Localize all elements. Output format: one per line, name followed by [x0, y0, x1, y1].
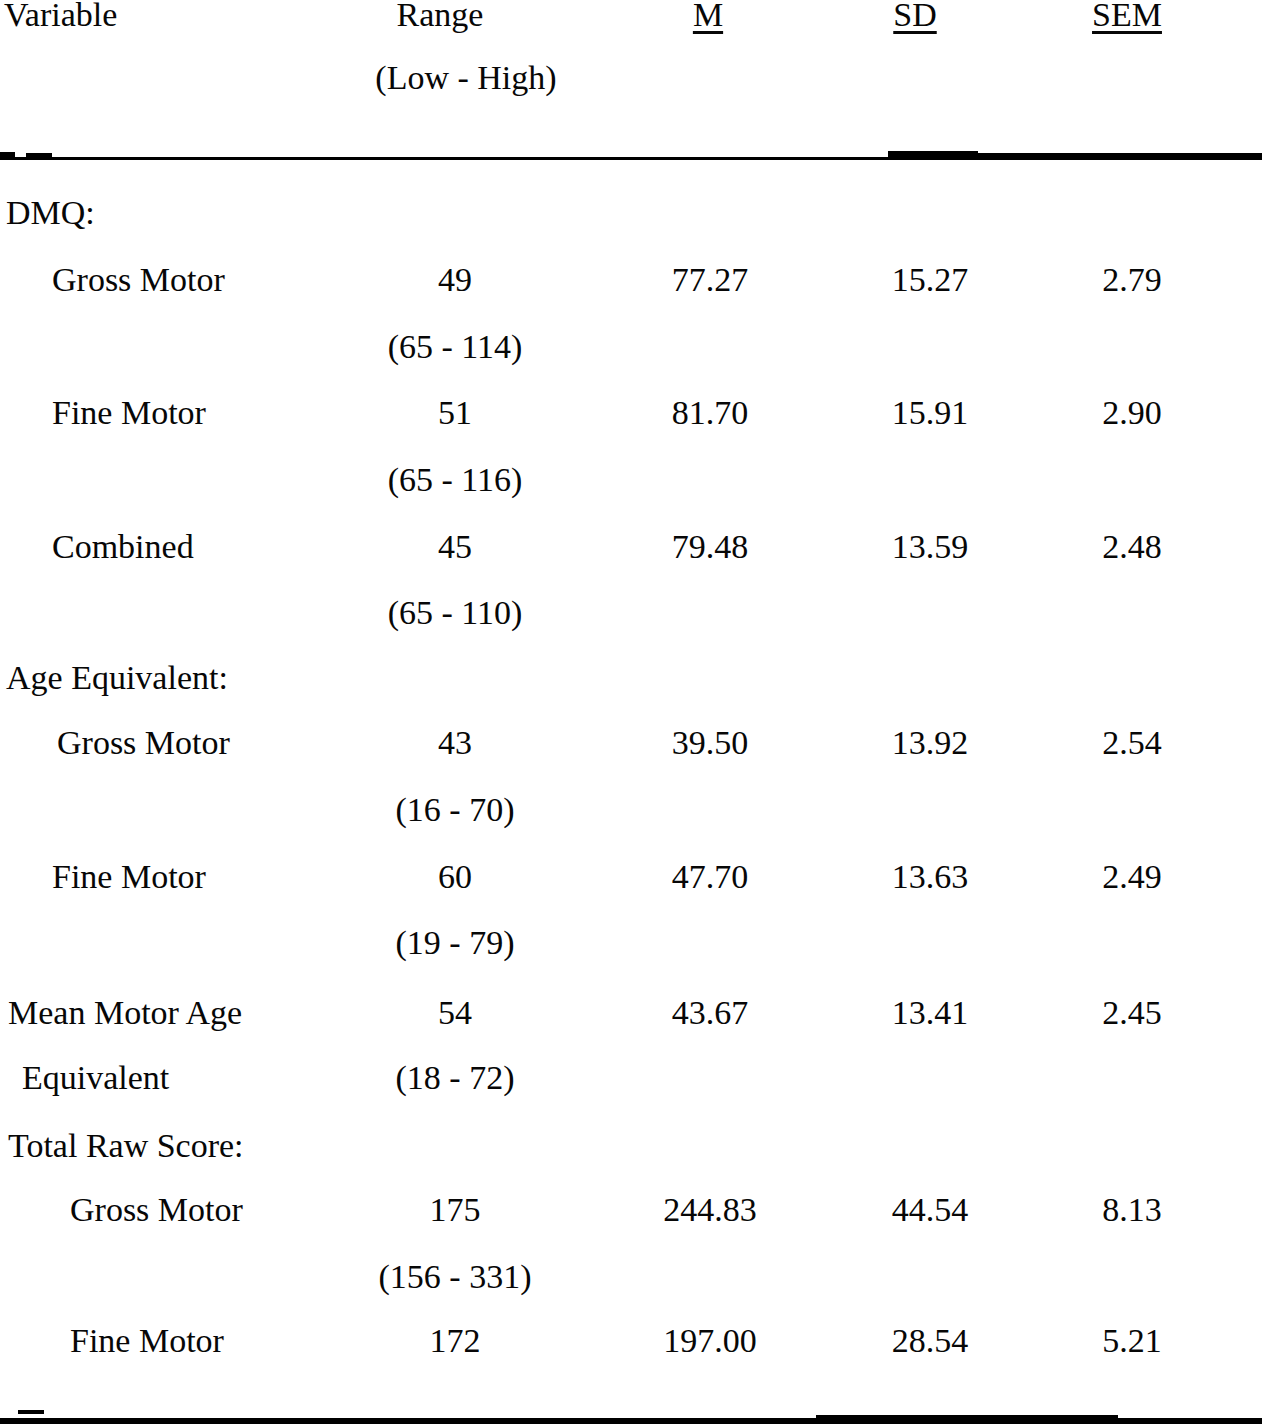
table-row-range-detail: (19 - 79) — [0, 922, 1262, 964]
table-row: Gross Motor 43 39.50 13.92 2.54 — [0, 722, 1262, 764]
section-row-total-raw-score: Total Raw Score: — [0, 1125, 1262, 1167]
cell-range-detail: (65 - 116) — [345, 459, 565, 501]
section-row-dmq: DMQ: — [0, 192, 1262, 234]
cell-mean: 77.27 — [610, 259, 810, 301]
cell-range: 60 — [345, 856, 565, 898]
row-label: Fine Motor — [70, 1320, 224, 1362]
cell-mean: 197.00 — [610, 1320, 810, 1362]
cell-range-detail: (156 - 331) — [345, 1256, 565, 1298]
col-header-variable: Variable — [4, 0, 117, 36]
table-row: Fine Motor 60 47.70 13.63 2.49 — [0, 856, 1262, 898]
cell-range-detail: (65 - 114) — [345, 326, 565, 368]
cell-sem: 2.45 — [1032, 992, 1232, 1034]
section-label: Age Equivalent: — [6, 657, 228, 699]
table-rule-top — [0, 157, 1262, 160]
cell-sem: 2.49 — [1032, 856, 1232, 898]
table-rule-bottom-segment — [816, 1415, 1118, 1424]
cell-sem: 2.54 — [1032, 722, 1232, 764]
cell-sem: 2.48 — [1032, 526, 1232, 568]
cell-sd: 15.27 — [830, 259, 1030, 301]
col-header-range: Range — [330, 0, 550, 36]
section-label: DMQ: — [6, 192, 95, 234]
row-label: Gross Motor — [70, 1189, 243, 1231]
table-row-range-detail: (16 - 70) — [0, 789, 1262, 831]
cell-range: 49 — [345, 259, 565, 301]
cell-mean: 47.70 — [610, 856, 810, 898]
document-page: Variable Range M SD SEM (Low - High) DMQ… — [0, 0, 1262, 1426]
table-row-range-detail: (65 - 116) — [0, 459, 1262, 501]
table-rule-top-artifact — [26, 153, 52, 157]
table-rule-top-segment — [888, 151, 978, 157]
table-header-row: Variable Range M SD SEM — [0, 0, 1262, 36]
section-row-age-equivalent: Age Equivalent: — [0, 657, 1262, 699]
cell-mean: 79.48 — [610, 526, 810, 568]
cell-range: 45 — [345, 526, 565, 568]
table-row-range-detail: (156 - 331) — [0, 1256, 1262, 1298]
row-label: Fine Motor — [52, 392, 206, 434]
cell-sd: 44.54 — [830, 1189, 1030, 1231]
table-row: Mean Motor Age 54 43.67 13.41 2.45 — [0, 992, 1262, 1034]
table-row: Fine Motor 172 197.00 28.54 5.21 — [0, 1320, 1262, 1362]
col-header-mean: M — [608, 0, 808, 36]
cell-range-detail: (18 - 72) — [345, 1057, 565, 1099]
cell-mean: 43.67 — [610, 992, 810, 1034]
cell-range-detail: (16 - 70) — [345, 789, 565, 831]
row-label: Gross Motor — [57, 722, 230, 764]
cell-sd: 13.92 — [830, 722, 1030, 764]
table-rule-top-artifact — [0, 152, 15, 157]
cell-sem: 5.21 — [1032, 1320, 1232, 1362]
cell-mean: 81.70 — [610, 392, 810, 434]
cell-range-detail: (65 - 110) — [345, 592, 565, 634]
table-row: Gross Motor 49 77.27 15.27 2.79 — [0, 259, 1262, 301]
table-row: Gross Motor 175 244.83 44.54 8.13 — [0, 1189, 1262, 1231]
col-header-sd: SD — [815, 0, 1015, 36]
cell-sem: 2.90 — [1032, 392, 1232, 434]
cell-range: 54 — [345, 992, 565, 1034]
cell-range: 172 — [345, 1320, 565, 1362]
cell-range-detail: (19 - 79) — [345, 922, 565, 964]
table-row-range-detail: (65 - 114) — [0, 326, 1262, 368]
row-label: Gross Motor — [52, 259, 225, 301]
cell-range: 43 — [345, 722, 565, 764]
section-label: Total Raw Score: — [8, 1125, 244, 1167]
row-label: Combined — [52, 526, 194, 568]
cell-sd: 28.54 — [830, 1320, 1030, 1362]
row-label: Mean Motor Age — [8, 992, 242, 1034]
table-row: Combined 45 79.48 13.59 2.48 — [0, 526, 1262, 568]
cell-mean: 39.50 — [610, 722, 810, 764]
table-rule-bottom-artifact — [18, 1410, 44, 1414]
col-header-range-sub: (Low - High) — [356, 57, 576, 99]
row-label: Fine Motor — [52, 856, 206, 898]
table-header-subrow: (Low - High) — [0, 57, 1262, 99]
cell-sem: 8.13 — [1032, 1189, 1232, 1231]
cell-sd: 13.59 — [830, 526, 1030, 568]
cell-sd: 15.91 — [830, 392, 1030, 434]
cell-range: 175 — [345, 1189, 565, 1231]
cell-range: 51 — [345, 392, 565, 434]
table-row-range-detail: (65 - 110) — [0, 592, 1262, 634]
table-row: Fine Motor 51 81.70 15.91 2.90 — [0, 392, 1262, 434]
cell-mean: 244.83 — [610, 1189, 810, 1231]
table-row-continuation: Equivalent (18 - 72) — [0, 1057, 1262, 1099]
col-header-sem: SEM — [1027, 0, 1227, 36]
cell-sd: 13.63 — [830, 856, 1030, 898]
cell-sem: 2.79 — [1032, 259, 1232, 301]
row-label-line2: Equivalent — [22, 1057, 169, 1099]
cell-sd: 13.41 — [830, 992, 1030, 1034]
